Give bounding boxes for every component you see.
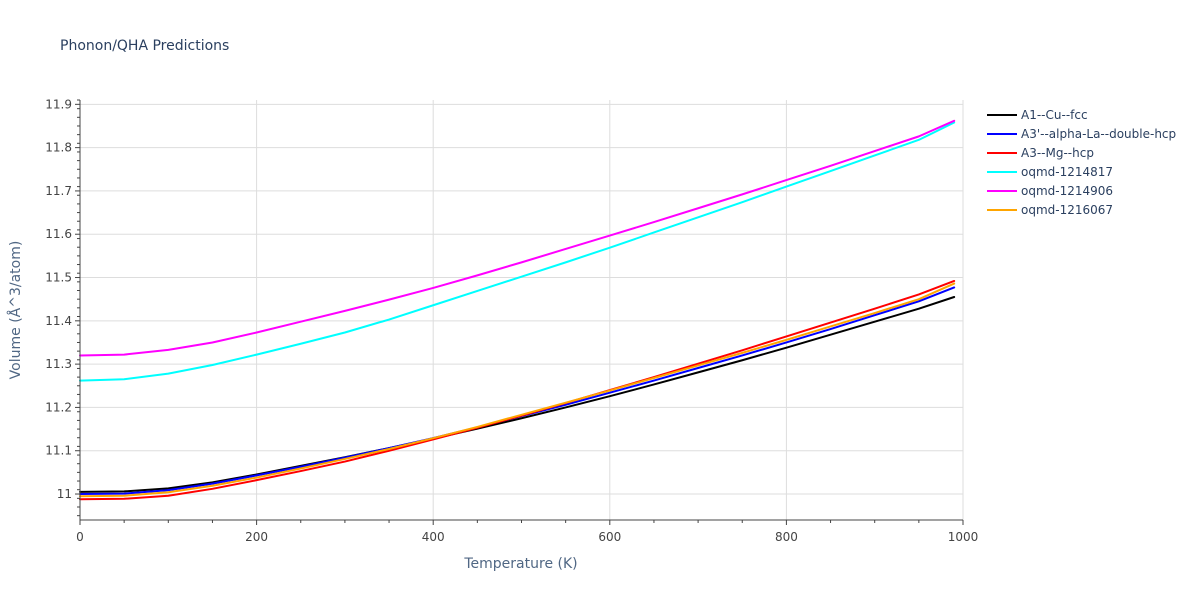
grid-layer <box>80 100 964 520</box>
y-tick-label: 11.2 <box>45 400 72 414</box>
legend-item[interactable]: oqmd-1214906 <box>987 184 1113 198</box>
legend-label: A3'--alpha-La--double-hcp <box>1021 127 1176 141</box>
series-line-2 <box>79 286 956 496</box>
y-tick-label: 11.8 <box>45 141 72 155</box>
y-tick-label: 11.5 <box>45 271 72 285</box>
legend-item[interactable]: A1--Cu--fcc <box>987 108 1088 122</box>
y-tick-label: 11.3 <box>45 357 72 371</box>
y-tick-label: 11.4 <box>45 314 72 328</box>
series-line-4 <box>79 121 956 382</box>
legend-label: oqmd-1216067 <box>1021 203 1113 217</box>
x-tick-label: 400 <box>422 530 445 544</box>
x-axis-title: Temperature (K) <box>463 556 577 572</box>
series-layer <box>79 119 956 501</box>
legend-item[interactable]: oqmd-1214817 <box>987 165 1113 179</box>
legend-label: A1--Cu--fcc <box>1021 108 1088 122</box>
legend-label: A3--Mg--hcp <box>1021 146 1094 160</box>
legend-label: oqmd-1214906 <box>1021 184 1113 198</box>
x-tick-label: 800 <box>775 530 798 544</box>
legend-item[interactable]: oqmd-1216067 <box>987 203 1113 217</box>
y-tick-label: 11 <box>57 487 72 501</box>
y-tick-label: 11.9 <box>45 97 72 111</box>
series-line-1 <box>79 296 956 493</box>
y-axis-title: Volume (Å^3/atom) <box>7 241 24 380</box>
legend-label: oqmd-1214817 <box>1021 165 1113 179</box>
legend-item[interactable]: A3--Mg--hcp <box>987 146 1094 160</box>
x-tick-label: 0 <box>76 530 84 544</box>
legend-item[interactable]: A3'--alpha-La--double-hcp <box>987 127 1176 141</box>
series-line-6 <box>79 282 956 498</box>
x-tick-label: 600 <box>598 530 621 544</box>
chart-title: Phonon/QHA Predictions <box>60 38 229 54</box>
legend: A1--Cu--fcc A3'--alpha-La--double-hcp A3--… <box>987 108 1176 217</box>
y-tick-label: 11.7 <box>45 184 72 198</box>
series-line-3 <box>79 279 956 501</box>
y-tick-label: 11.1 <box>45 444 72 458</box>
series-line-5 <box>79 119 956 357</box>
x-tick-label: 1000 <box>948 530 979 544</box>
axes-layer: 0 200 400 600 800 1000 11 11.1 11.2 11.3 11.4 11.5 1… <box>45 97 978 544</box>
y-tick-label: 11.6 <box>45 227 72 241</box>
x-tick-label: 200 <box>245 530 268 544</box>
